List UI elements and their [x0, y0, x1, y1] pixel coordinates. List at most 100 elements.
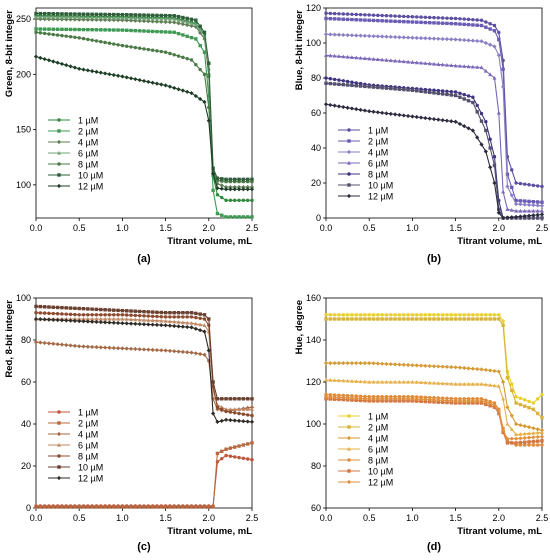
- data-point: [535, 203, 540, 208]
- y-axis-label: Red, 8-bit integer: [4, 300, 15, 378]
- data-point: [337, 12, 341, 16]
- data-point: [172, 85, 177, 91]
- data-point: [185, 311, 189, 315]
- data-point: [142, 13, 146, 17]
- data-point: [94, 316, 99, 321]
- data-point: [341, 395, 346, 400]
- data-point: [539, 212, 545, 217]
- data-point: [142, 317, 146, 322]
- data-point: [414, 380, 419, 384]
- series-7: [33, 54, 255, 192]
- y-tick-label: 0: [316, 213, 321, 223]
- legend-entry: 4 µM: [368, 433, 388, 443]
- data-point: [185, 89, 190, 94]
- data-point: [539, 434, 545, 439]
- data-point: [129, 313, 133, 317]
- data-point: [241, 187, 246, 192]
- data-point: [176, 320, 181, 324]
- data-point: [332, 313, 337, 317]
- data-point: [384, 399, 389, 403]
- data-point: [479, 39, 484, 44]
- data-point: [146, 322, 151, 327]
- data-point: [176, 54, 181, 58]
- data-point: [137, 13, 142, 17]
- data-point: [112, 28, 116, 32]
- data-point: [462, 92, 466, 97]
- data-point: [505, 172, 510, 176]
- data-point: [410, 396, 415, 401]
- data-point: [146, 318, 151, 322]
- data-point: [47, 27, 51, 31]
- data-point: [59, 318, 65, 323]
- data-point: [94, 39, 99, 43]
- data-point: [401, 59, 406, 64]
- data-point: [155, 310, 159, 314]
- data-point: [324, 16, 328, 21]
- data-point: [115, 73, 121, 78]
- data-point: [206, 118, 211, 123]
- data-point: [159, 13, 163, 18]
- data-point: [384, 58, 389, 62]
- data-point: [475, 398, 480, 403]
- data-point: [215, 451, 220, 456]
- data-point: [159, 322, 164, 328]
- data-point: [453, 313, 458, 317]
- data-point: [42, 311, 47, 315]
- data-point: [349, 33, 355, 38]
- data-point: [55, 317, 60, 323]
- y-tick-label: 20: [21, 461, 31, 471]
- data-point: [185, 320, 190, 325]
- x-tick-label: 0.0: [30, 223, 43, 233]
- data-point: [38, 340, 43, 345]
- data-point: [393, 58, 398, 63]
- data-point: [34, 505, 38, 509]
- data-point: [531, 208, 536, 213]
- data-point: [488, 42, 493, 47]
- data-point: [358, 84, 363, 88]
- data-point: [224, 198, 228, 203]
- data-point: [453, 22, 458, 26]
- data-point: [527, 183, 531, 187]
- series-1: [34, 453, 254, 508]
- x-tick-label: 1.5: [159, 223, 172, 233]
- data-point: [116, 316, 121, 321]
- data-point: [185, 34, 189, 38]
- data-point: [185, 16, 189, 21]
- data-point: [211, 188, 215, 193]
- data-point: [540, 392, 544, 397]
- data-point: [185, 20, 190, 24]
- x-tick-label: 2.5: [536, 223, 549, 233]
- data-point: [358, 55, 363, 60]
- data-point: [367, 13, 371, 17]
- data-point: [332, 393, 337, 397]
- data-point: [103, 320, 108, 325]
- data-point: [215, 397, 220, 401]
- data-point: [440, 89, 445, 93]
- data-point: [514, 401, 518, 405]
- data-point: [371, 85, 376, 89]
- data-point: [440, 118, 445, 123]
- data-point: [59, 342, 65, 347]
- data-point: [349, 395, 355, 401]
- data-point: [405, 113, 411, 119]
- data-point: [250, 397, 254, 401]
- data-point: [479, 65, 484, 70]
- data-point: [194, 505, 198, 509]
- legend-entry: 6 µM: [78, 148, 98, 158]
- data-point: [116, 28, 120, 32]
- data-point: [60, 312, 64, 316]
- data-point: [531, 443, 536, 447]
- data-point: [245, 177, 250, 182]
- data-point: [444, 62, 449, 67]
- data-point: [336, 54, 341, 58]
- data-point: [371, 396, 376, 401]
- data-point: [172, 53, 176, 57]
- data-point: [112, 308, 116, 312]
- data-point: [142, 47, 146, 51]
- data-point: [393, 313, 397, 317]
- data-point: [432, 91, 436, 95]
- data-point: [198, 43, 202, 48]
- data-point: [137, 321, 142, 327]
- data-point: [64, 318, 69, 323]
- data-point: [163, 311, 168, 315]
